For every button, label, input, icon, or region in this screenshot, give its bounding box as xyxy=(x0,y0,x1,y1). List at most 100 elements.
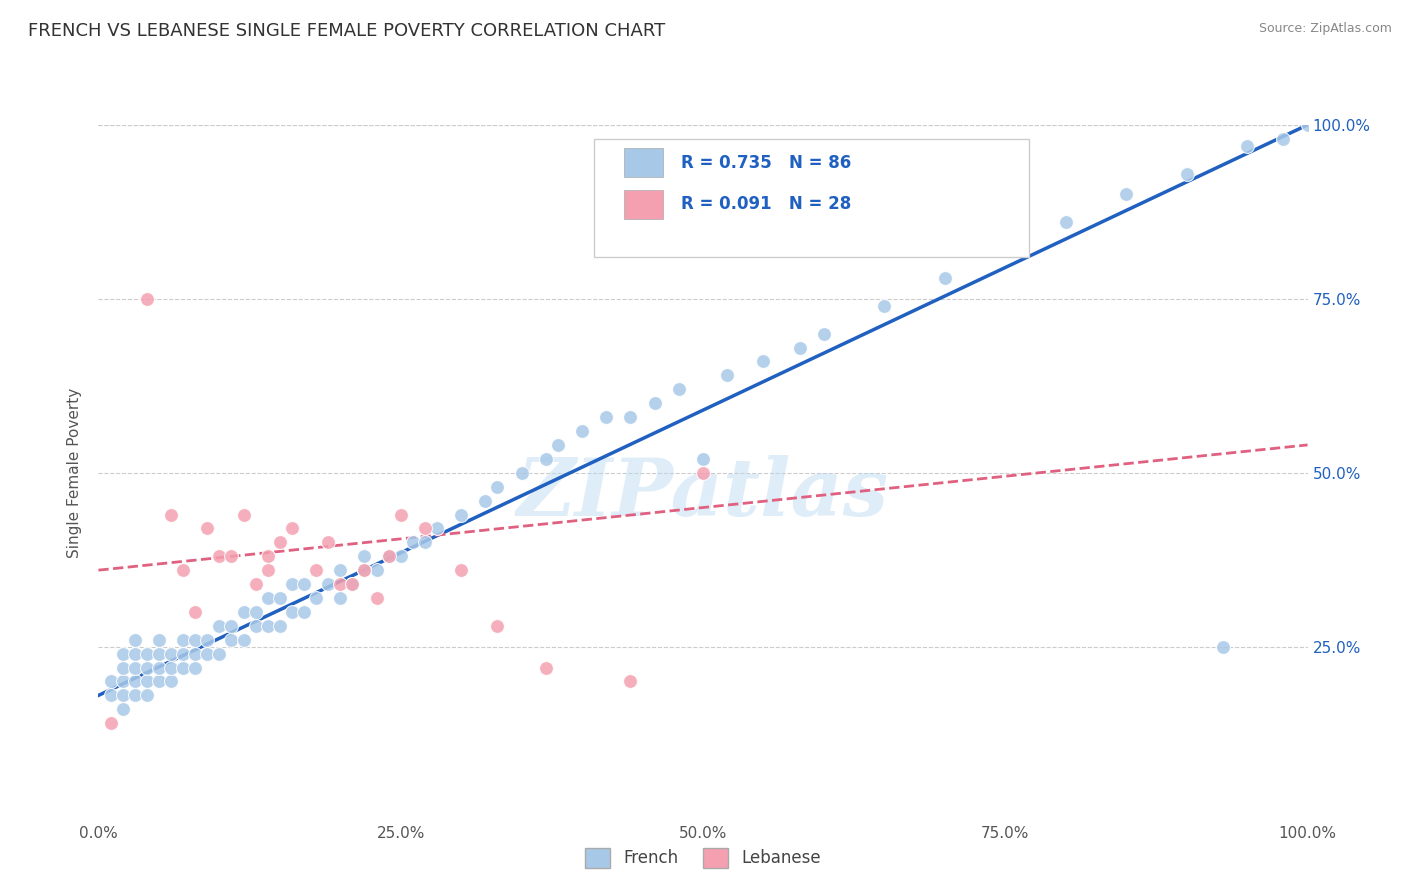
Point xyxy=(256,591,278,605)
Point xyxy=(292,577,315,591)
Legend: French, Lebanese: French, Lebanese xyxy=(578,841,828,875)
Point xyxy=(934,271,956,285)
Point xyxy=(148,674,170,689)
Point xyxy=(245,605,267,619)
Point xyxy=(342,577,364,591)
Point xyxy=(208,647,231,661)
Point xyxy=(281,577,304,591)
Point xyxy=(353,563,375,577)
Point xyxy=(389,508,412,522)
Point xyxy=(111,689,134,703)
Point xyxy=(111,674,134,689)
Point xyxy=(232,508,254,522)
Point xyxy=(716,368,738,383)
Point xyxy=(245,619,267,633)
Point xyxy=(148,632,170,647)
Point xyxy=(1115,187,1137,202)
Point xyxy=(1296,118,1319,132)
Point xyxy=(329,563,352,577)
Point xyxy=(692,451,714,466)
Point xyxy=(124,660,146,674)
Point xyxy=(413,535,436,549)
Point xyxy=(510,466,533,480)
Point xyxy=(148,660,170,674)
Point xyxy=(389,549,412,564)
FancyBboxPatch shape xyxy=(595,139,1029,257)
Point xyxy=(353,549,375,564)
Point xyxy=(135,660,157,674)
Point xyxy=(111,660,134,674)
Point xyxy=(619,410,641,425)
Point xyxy=(135,689,157,703)
Point xyxy=(1212,640,1234,654)
Point xyxy=(172,660,194,674)
Point xyxy=(486,619,509,633)
Point xyxy=(1272,132,1295,146)
Point xyxy=(135,292,157,306)
Point xyxy=(160,674,183,689)
Point xyxy=(426,521,449,535)
Point xyxy=(1236,138,1258,153)
Point xyxy=(208,619,231,633)
Point xyxy=(342,577,364,591)
Point xyxy=(668,382,690,396)
Point xyxy=(172,647,194,661)
Point xyxy=(571,424,593,438)
Point xyxy=(366,563,388,577)
Point xyxy=(221,549,243,564)
Text: Source: ZipAtlas.com: Source: ZipAtlas.com xyxy=(1258,22,1392,36)
Point xyxy=(269,619,291,633)
Point xyxy=(366,591,388,605)
Point xyxy=(316,535,339,549)
Text: R = 0.735   N = 86: R = 0.735 N = 86 xyxy=(682,153,852,171)
Text: ZIPatlas: ZIPatlas xyxy=(517,455,889,533)
Point xyxy=(281,521,304,535)
Y-axis label: Single Female Poverty: Single Female Poverty xyxy=(67,388,83,558)
Point xyxy=(534,660,557,674)
Point xyxy=(281,605,304,619)
Point xyxy=(994,243,1017,257)
Point xyxy=(160,508,183,522)
FancyBboxPatch shape xyxy=(624,190,664,219)
Point xyxy=(402,535,425,549)
Point xyxy=(184,647,207,661)
Point xyxy=(160,660,183,674)
Point xyxy=(184,660,207,674)
Point xyxy=(269,591,291,605)
Point xyxy=(813,326,835,341)
Point xyxy=(316,577,339,591)
Point xyxy=(873,299,896,313)
Point xyxy=(1175,167,1198,181)
Point xyxy=(450,508,472,522)
Point xyxy=(547,438,569,452)
Point xyxy=(789,341,811,355)
Point xyxy=(619,674,641,689)
Point xyxy=(305,563,328,577)
Point xyxy=(111,702,134,716)
Point xyxy=(124,689,146,703)
Point xyxy=(160,647,183,661)
Text: R = 0.091   N = 28: R = 0.091 N = 28 xyxy=(682,195,852,213)
Point xyxy=(474,493,496,508)
Point xyxy=(752,354,775,368)
Point xyxy=(1054,215,1077,229)
Point xyxy=(377,549,399,564)
Point xyxy=(195,632,218,647)
Point xyxy=(232,605,254,619)
FancyBboxPatch shape xyxy=(624,148,664,177)
Point xyxy=(353,563,375,577)
Point xyxy=(256,563,278,577)
Point xyxy=(534,451,557,466)
Point xyxy=(195,521,218,535)
Point xyxy=(692,466,714,480)
Point xyxy=(450,563,472,577)
Point xyxy=(269,535,291,549)
Point xyxy=(135,674,157,689)
Point xyxy=(329,577,352,591)
Point xyxy=(195,647,218,661)
Point xyxy=(232,632,254,647)
Point xyxy=(111,647,134,661)
Point xyxy=(292,605,315,619)
Point xyxy=(595,410,617,425)
Point xyxy=(172,632,194,647)
